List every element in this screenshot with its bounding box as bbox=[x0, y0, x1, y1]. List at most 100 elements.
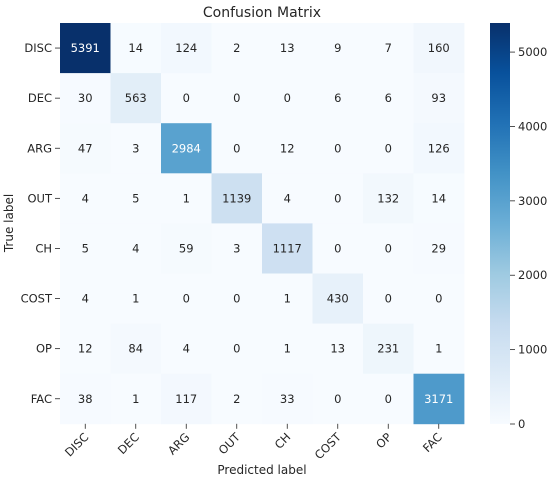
heatmap-cell bbox=[312, 223, 364, 274]
cell-value-label: 132 bbox=[377, 191, 399, 205]
x-tick-label: COST bbox=[312, 429, 345, 462]
heatmap-cell bbox=[60, 273, 111, 324]
cell-value-label: 4 bbox=[284, 191, 291, 205]
cell-value-label: 0 bbox=[233, 342, 240, 356]
heatmap-cell bbox=[161, 23, 212, 74]
heatmap-cell bbox=[262, 373, 313, 425]
heatmap-cell bbox=[161, 73, 212, 124]
x-tick-label: OUT bbox=[216, 429, 244, 457]
cell-value-label: 6 bbox=[334, 91, 341, 105]
cell-value-label: 563 bbox=[125, 91, 147, 105]
heatmap-cell bbox=[262, 73, 313, 124]
heatmap-cell bbox=[363, 23, 414, 74]
cell-value-label: 1 bbox=[183, 191, 190, 205]
y-axis-ticks: DISC DEC ARG OUT CH COST OP FAC bbox=[21, 41, 60, 406]
heatmap-cell bbox=[211, 123, 263, 174]
cell-value-label: 12 bbox=[280, 141, 295, 155]
x-tick-label: ARG bbox=[165, 430, 192, 457]
cell-value-label: 430 bbox=[327, 292, 349, 306]
heatmap-cell bbox=[262, 123, 313, 174]
cell-value-label: 7 bbox=[385, 41, 392, 55]
heatmap-cell bbox=[60, 373, 111, 425]
heatmap-cell bbox=[211, 373, 263, 425]
heatmap-cell bbox=[60, 73, 111, 124]
heatmap-cell bbox=[262, 173, 313, 224]
heatmap-cell bbox=[110, 123, 162, 174]
heatmap-cell bbox=[413, 123, 465, 174]
x-tick-label: OP bbox=[373, 430, 394, 451]
x-axis-ticks: DISC DEC ARG OUT CH COST OP FAC bbox=[62, 423, 445, 462]
heatmap-cell bbox=[211, 323, 263, 375]
cell-value-label: 3 bbox=[233, 241, 240, 255]
cell-value-label: 0 bbox=[284, 91, 291, 105]
cell-value-label: 9 bbox=[334, 41, 341, 55]
colorbar-tick-label: 5000 bbox=[518, 45, 547, 59]
cell-value-label: 0 bbox=[233, 91, 240, 105]
cell-value-label: 0 bbox=[385, 241, 392, 255]
cell-value-label: 160 bbox=[428, 41, 450, 55]
heatmap-cell bbox=[60, 323, 111, 375]
cell-value-label: 33 bbox=[280, 392, 295, 406]
cell-value-label: 117 bbox=[175, 392, 197, 406]
cell-value-label: 4 bbox=[132, 241, 139, 255]
cell-value-label: 59 bbox=[179, 241, 194, 255]
heatmap-cell bbox=[211, 73, 263, 124]
heatmap-cell bbox=[312, 273, 364, 324]
heatmap-cell bbox=[262, 223, 313, 274]
x-tick-label: DEC bbox=[115, 430, 142, 457]
cell-value-label: 14 bbox=[431, 191, 446, 205]
heatmap-cell bbox=[413, 73, 465, 124]
cell-value-label: 1 bbox=[132, 392, 139, 406]
heatmap-cell bbox=[110, 373, 162, 425]
heatmap-cell bbox=[161, 223, 212, 274]
cell-value-label: 3 bbox=[132, 141, 139, 155]
cell-value-label: 231 bbox=[377, 342, 399, 356]
heatmap-cell bbox=[312, 23, 364, 74]
cell-value-label: 84 bbox=[128, 342, 143, 356]
heatmap-cell bbox=[312, 173, 364, 224]
y-axis-label: True label bbox=[2, 194, 16, 253]
cell-value-label: 1117 bbox=[273, 241, 302, 255]
y-tick-label: ARG bbox=[27, 141, 52, 155]
cell-value-label: 4 bbox=[183, 342, 190, 356]
heatmap-cell bbox=[363, 323, 414, 375]
cell-value-label: 38 bbox=[78, 392, 93, 406]
heatmap-cell bbox=[211, 273, 263, 324]
cell-value-label: 1 bbox=[284, 342, 291, 356]
colorbar-tick-label: 4000 bbox=[518, 119, 547, 133]
cell-value-label: 13 bbox=[330, 342, 345, 356]
cell-value-label: 2 bbox=[233, 41, 240, 55]
heatmap-cell bbox=[312, 373, 364, 425]
x-tick-label: FAC bbox=[420, 430, 445, 455]
heatmap-cell bbox=[110, 273, 162, 324]
heatmap-cell bbox=[363, 173, 414, 224]
cell-value-label: 3171 bbox=[424, 392, 453, 406]
cell-value-label: 0 bbox=[334, 191, 341, 205]
heatmap-cell bbox=[161, 173, 212, 224]
heatmap-cell bbox=[413, 223, 465, 274]
colorbar bbox=[490, 23, 510, 424]
heatmap-cell bbox=[110, 323, 162, 375]
cell-value-label: 0 bbox=[233, 141, 240, 155]
heatmap-cell bbox=[363, 273, 414, 324]
heatmap-cell bbox=[413, 23, 465, 74]
heatmap-cell bbox=[312, 123, 364, 174]
cell-value-label: 12 bbox=[78, 342, 93, 356]
cell-value-label: 0 bbox=[435, 292, 442, 306]
heatmap-cell bbox=[262, 273, 313, 324]
cell-value-label: 0 bbox=[385, 392, 392, 406]
heatmap-cell bbox=[161, 123, 212, 174]
cell-value-label: 29 bbox=[431, 241, 446, 255]
cell-value-label: 93 bbox=[431, 91, 446, 105]
heatmap-cell bbox=[161, 373, 212, 425]
cell-value-label: 2984 bbox=[172, 141, 201, 155]
x-axis-label: Predicted label bbox=[217, 463, 306, 477]
colorbar-tick-label: 2000 bbox=[518, 268, 547, 282]
heatmap-cell bbox=[211, 23, 263, 74]
colorbar-tick-label: 1000 bbox=[518, 343, 547, 357]
y-tick-label: CH bbox=[35, 241, 52, 255]
cell-value-label: 5 bbox=[132, 191, 139, 205]
cell-value-label: 0 bbox=[183, 91, 190, 105]
cell-value-label: 30 bbox=[78, 91, 93, 105]
